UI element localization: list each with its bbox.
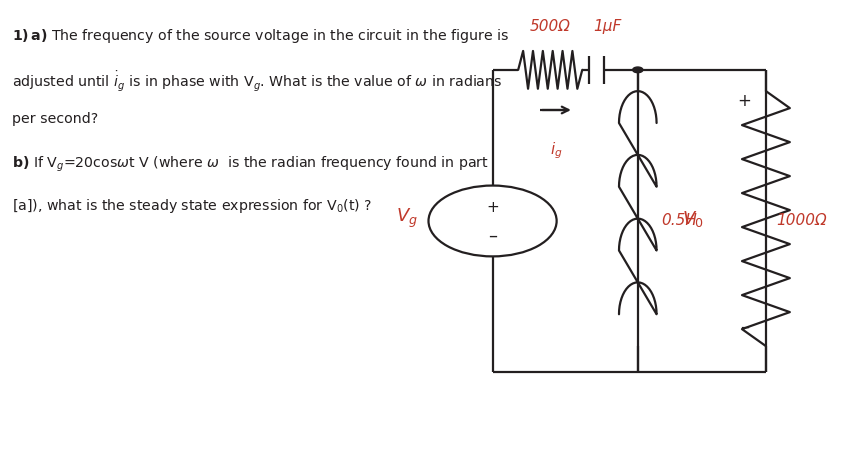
Text: per second?: per second? [13,113,99,126]
Text: –: – [488,227,497,245]
Text: +: + [738,92,752,110]
Text: [a]), what is the steady state expression for V$_0$(t) ?: [a]), what is the steady state expressio… [13,197,373,215]
Text: 500Ω: 500Ω [530,19,571,35]
Text: 1μF: 1μF [593,19,621,35]
Text: +: + [486,200,499,215]
Text: 0.5H: 0.5H [662,213,698,228]
Text: 1000Ω: 1000Ω [776,213,827,228]
Text: –: – [740,318,749,336]
Text: adjusted until $\dot{i}_g$ is in phase with V$_g$. What is the value of $\omega$: adjusted until $\dot{i}_g$ is in phase w… [13,70,503,94]
Text: $\mathbf{1)\,a)}$ The frequency of the source voltage in the circuit in the figu: $\mathbf{1)\,a)}$ The frequency of the s… [13,28,509,45]
Text: V$_g$: V$_g$ [396,207,418,230]
Text: V$_0$: V$_0$ [682,209,704,228]
Text: $i_g$: $i_g$ [550,141,563,162]
Circle shape [632,67,643,73]
Text: $\mathbf{b)}$ If V$_g$=20cos$\omega$t V (where $\omega$  is the radian frequency: $\mathbf{b)}$ If V$_g$=20cos$\omega$t V … [13,155,489,174]
